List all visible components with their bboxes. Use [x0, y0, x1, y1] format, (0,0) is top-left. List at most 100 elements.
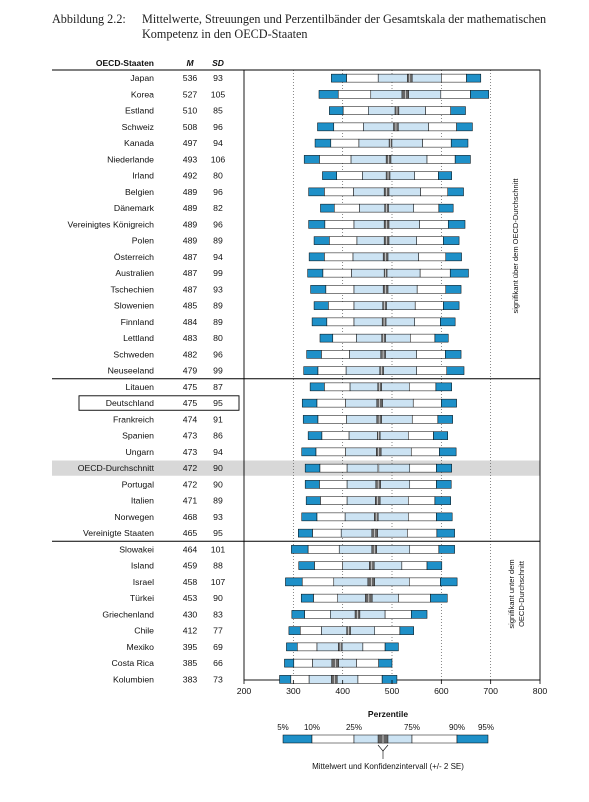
bar-p75-p90	[407, 528, 438, 538]
bar-p5-p10	[286, 642, 298, 652]
sd-value: 80	[213, 333, 223, 343]
mean-value: 487	[183, 284, 198, 294]
country-label: Estland	[125, 106, 154, 116]
bar-p75-p90	[414, 317, 441, 327]
country-label: Israel	[133, 577, 154, 587]
sd-value: 94	[213, 138, 223, 148]
bar-p90-p95	[470, 90, 489, 99]
mean-value: 484	[183, 317, 198, 327]
bar-p10-p25	[293, 658, 313, 668]
row-33: Griechenland 430 83	[102, 609, 428, 619]
bar-p90-p95	[441, 398, 457, 408]
country-label: Japan	[130, 73, 154, 83]
row-11: Österreich 487 94	[114, 252, 462, 262]
bar-p5-p10	[288, 626, 301, 635]
sd-value: 87	[213, 382, 223, 392]
country-label: Ungarn	[126, 447, 155, 457]
mean-value: 383	[183, 674, 198, 684]
mean-value: 483	[183, 333, 198, 343]
bar-p75-p90	[428, 122, 457, 132]
bar-p90-p95	[456, 122, 473, 132]
bar-p75-p90	[414, 171, 439, 180]
mean-value: 485	[183, 301, 198, 311]
bar-p10-p25	[332, 333, 357, 343]
sd-value: 88	[213, 561, 223, 571]
bar-p75-p90	[440, 90, 471, 99]
country-label: Griechenland	[102, 609, 154, 619]
row-9: Vereinigtes Königreich 489 96	[68, 219, 466, 229]
row-18: Neuseeland 479 99	[108, 366, 465, 376]
bar-p90-p95	[443, 301, 460, 310]
bar-p75-p90	[414, 301, 444, 310]
row-20: Deutschland 475 95	[106, 398, 457, 408]
country-label: Belgien	[125, 187, 154, 197]
mean-value: 489	[183, 187, 198, 197]
sd-value: 93	[213, 73, 223, 83]
bar-p10-p25	[313, 593, 338, 603]
legend-segment-3	[411, 734, 458, 744]
bar-p10-p25	[324, 220, 355, 229]
bar-p5-p10	[304, 480, 320, 489]
bar-p90-p95	[450, 106, 466, 115]
country-label: Slowakei	[119, 544, 154, 554]
bar-p5-p10	[314, 138, 332, 148]
bar-p75-p90	[409, 577, 441, 587]
bar-p75-p90	[384, 610, 412, 619]
row-6: Irland 492 80	[132, 171, 452, 181]
bar-p10-p25	[342, 106, 369, 115]
bar-p75-p90	[426, 155, 456, 164]
bar-p75-p90	[411, 415, 439, 424]
row-7: Belgien 489 96	[125, 187, 464, 197]
country-label: Slowenien	[114, 301, 154, 311]
mean-value: 508	[183, 122, 198, 132]
legend-p25: 25%	[346, 723, 362, 732]
bar-p90-p95	[426, 561, 443, 570]
country-label: Schweiz	[122, 122, 154, 132]
bar-p5-p10	[307, 268, 324, 278]
bar-p90-p95	[445, 252, 462, 262]
bar-p90-p95	[436, 528, 455, 538]
bar-p75-p90	[425, 106, 451, 115]
header-country: OECD-Staaten	[96, 58, 154, 68]
legend-p5: 5%	[277, 723, 289, 732]
country-label: OECD-Durchschnitt	[78, 463, 155, 473]
bar-p5-p10	[329, 106, 344, 115]
x-tick-label: 500	[385, 686, 400, 696]
bar-p10-p25	[324, 382, 351, 392]
bar-p90-p95	[447, 220, 466, 229]
bar-p5-p10	[300, 593, 314, 603]
bar-p90-p95	[437, 415, 453, 424]
bar-p90-p95	[439, 447, 457, 457]
legend-p10: 10%	[304, 723, 320, 732]
country-label: Kolumbien	[113, 674, 154, 684]
mean-value: 412	[183, 626, 198, 636]
mean-value: 475	[183, 398, 198, 408]
country-label: Deutschland	[106, 398, 154, 408]
bar-p90-p95	[435, 382, 452, 392]
bar-p90-p95	[438, 545, 455, 554]
bar-p5-p10	[308, 220, 326, 229]
row-10: Polen 489 89	[132, 236, 460, 246]
sd-value: 90	[213, 479, 223, 489]
country-label: Irland	[132, 171, 154, 181]
header-mean: M	[186, 58, 194, 68]
mean-value: 489	[183, 236, 198, 246]
bar-p90-p95	[384, 642, 399, 652]
sd-value: 77	[213, 626, 223, 636]
sd-value: 105	[211, 89, 226, 99]
bar-p5-p10	[310, 285, 327, 294]
bar-p5-p10	[285, 577, 303, 587]
mean-value: 487	[183, 252, 198, 262]
row-5: Niederlande 493 106	[107, 154, 471, 164]
bar-p5-p10	[319, 333, 334, 343]
bar-p75-p90	[420, 187, 448, 197]
bar-p5-p10	[322, 171, 337, 180]
bar-p75-p90	[416, 350, 446, 359]
row-22: Spanien 473 86	[122, 431, 448, 441]
bar-p90-p95	[446, 366, 465, 375]
mean-value: 527	[183, 89, 198, 99]
mean-value: 473	[183, 447, 198, 457]
mean-value: 385	[183, 658, 198, 668]
